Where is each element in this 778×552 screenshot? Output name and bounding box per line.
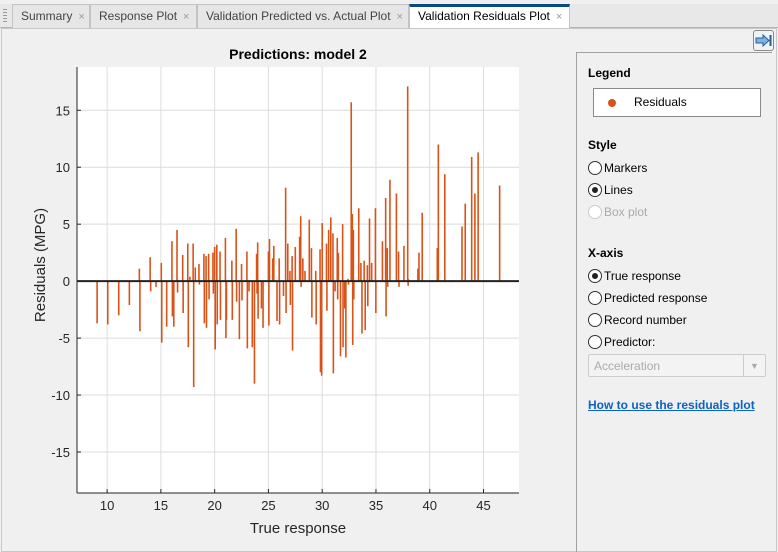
close-icon[interactable]: × [183, 11, 190, 23]
y-tick-label: -10 [51, 388, 70, 403]
tab-validation-residuals-plot[interactable]: Validation Residuals Plot × [409, 4, 570, 29]
collapse-right-arrow-icon [755, 34, 772, 47]
radio-label: Lines [604, 183, 633, 197]
radio-button[interactable] [588, 335, 602, 349]
radio-button[interactable] [588, 269, 602, 283]
chevron-down-icon: ▼ [743, 355, 765, 376]
radio-label: Markers [604, 161, 648, 175]
xaxis-heading: X-axis [588, 246, 624, 260]
legend-entry: Residuals [634, 95, 687, 109]
legend-heading: Legend [588, 66, 631, 80]
y-tick-label: -15 [51, 445, 70, 460]
plot-area [77, 67, 519, 493]
select-value: Acceleration [594, 359, 661, 373]
style-heading: Style [588, 138, 617, 152]
y-tick-label: 10 [56, 160, 70, 175]
help-link[interactable]: How to use the residuals plot [588, 398, 755, 412]
x-tick-label: 10 [100, 498, 114, 513]
y-tick-label: 15 [56, 103, 70, 118]
residuals-marker-icon [608, 99, 616, 107]
close-icon[interactable]: × [555, 11, 563, 23]
radio-button[interactable] [588, 291, 602, 305]
x-tick-label: 45 [476, 498, 490, 513]
tab-grip-handle[interactable] [3, 9, 7, 23]
radio-style-markers[interactable]: Markers [588, 161, 647, 175]
radio-button [588, 205, 602, 219]
radio-button[interactable] [588, 313, 602, 327]
chart-title: Predictions: model 2 [229, 46, 367, 62]
radio-label: Box plot [604, 205, 648, 219]
legend-box: Residuals [593, 88, 761, 117]
collapse-panel-button[interactable] [753, 30, 774, 51]
x-tick-label: 20 [207, 498, 221, 513]
radio-xaxis-record-number[interactable]: Record number [588, 313, 687, 327]
close-icon[interactable]: × [396, 11, 403, 23]
x-tick-label: 35 [369, 498, 383, 513]
tab-validation-predicted-vs-actual[interactable]: Validation Predicted vs. Actual Plot × [197, 4, 409, 28]
tab-label: Response Plot [99, 9, 178, 23]
x-axis-label: True response [250, 520, 346, 537]
radio-style-box-plot: Box plot [588, 205, 647, 219]
radio-xaxis-predicted-response[interactable]: Predicted response [588, 291, 707, 305]
tab-response-plot[interactable]: Response Plot × [90, 4, 197, 28]
options-panel: Legend Residuals Style Markers Lines Box… [576, 52, 772, 552]
tab-label: Validation Residuals Plot [418, 9, 550, 23]
y-tick-label: 5 [63, 217, 70, 232]
radio-style-lines[interactable]: Lines [588, 183, 633, 197]
close-icon[interactable]: × [78, 11, 85, 23]
tab-summary[interactable]: Summary × [12, 4, 90, 28]
x-tick-label: 30 [315, 498, 329, 513]
radio-xaxis-predictor[interactable]: Predictor: [588, 335, 655, 349]
radio-label: Predictor: [604, 335, 656, 349]
x-tick-label: 25 [261, 498, 275, 513]
tab-label: Validation Predicted vs. Actual Plot [206, 9, 391, 23]
radio-label: Record number [604, 313, 687, 327]
x-tick-label: 15 [154, 498, 168, 513]
x-tick-label: 40 [423, 498, 437, 513]
radio-xaxis-true-response[interactable]: True response [588, 269, 681, 283]
tab-strip: Summary × Response Plot × Validation Predi… [0, 4, 778, 29]
y-tick-label: 0 [63, 274, 70, 289]
radio-button[interactable] [588, 183, 602, 197]
y-axis-label: Residuals (MPG) [32, 208, 49, 322]
radio-button[interactable] [588, 161, 602, 175]
y-tick-label: -5 [58, 331, 70, 346]
predictor-select: Acceleration ▼ [588, 354, 766, 377]
tab-label: Summary [21, 9, 73, 23]
radio-label: True response [604, 269, 681, 283]
radio-label: Predicted response [604, 291, 708, 305]
